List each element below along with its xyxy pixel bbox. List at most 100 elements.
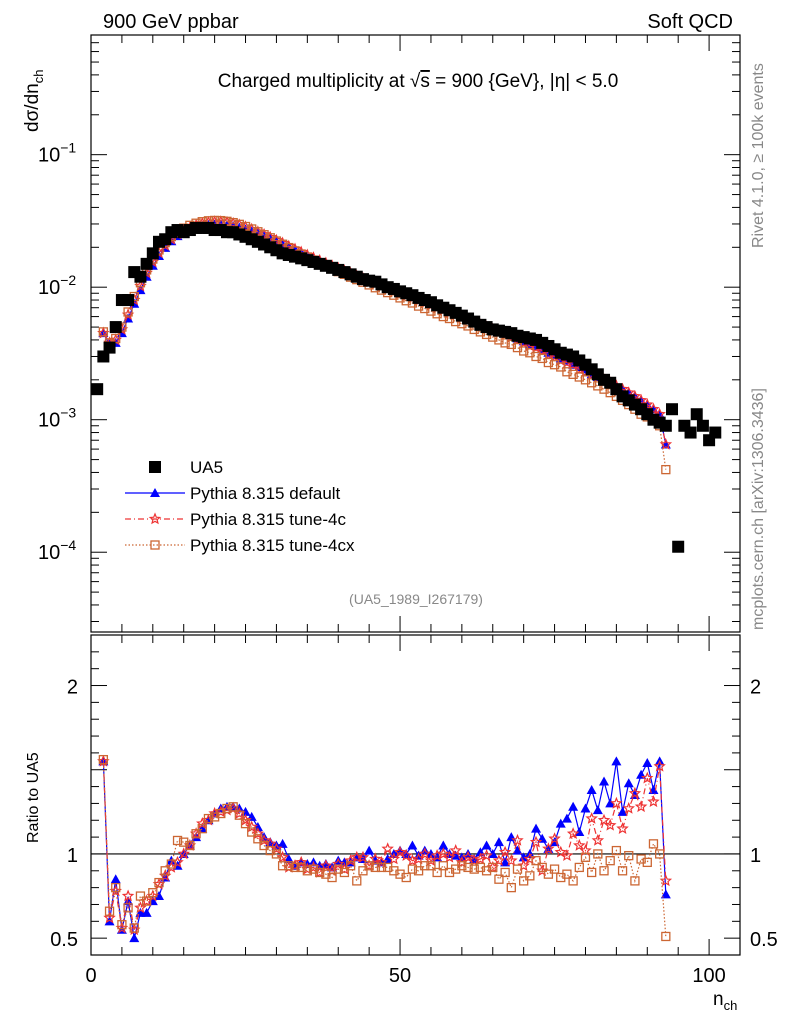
ratio-point xyxy=(135,891,146,901)
ratio-point xyxy=(500,867,510,878)
legend-marker xyxy=(150,488,160,497)
legend-marker xyxy=(150,540,160,550)
ratio-y-tick-label: 0.5 xyxy=(50,929,78,951)
ratio-point xyxy=(642,758,653,767)
ratio-point xyxy=(653,759,666,772)
ratio-point xyxy=(605,798,616,808)
ratio-point xyxy=(630,876,640,886)
ratio-point xyxy=(420,861,430,871)
header-right-label: Soft QCD xyxy=(647,11,733,33)
ratio-point xyxy=(438,840,449,850)
ratio-point xyxy=(560,849,574,861)
mcplots-label: mcplots.cern.ch [arXiv:1306.3436] xyxy=(750,388,767,630)
ratio-point xyxy=(228,802,238,812)
ratio-point xyxy=(352,876,362,886)
y-tick-label: 10−4 xyxy=(38,537,76,564)
main-point xyxy=(549,360,560,370)
ratio-point xyxy=(481,840,492,850)
ratio-point xyxy=(519,876,529,886)
ratio-point xyxy=(611,756,622,766)
ratio-point xyxy=(123,903,133,913)
ratio-point xyxy=(572,838,586,851)
ratio-point xyxy=(240,818,251,829)
ratio-point xyxy=(437,847,450,860)
ratio-point xyxy=(574,862,584,873)
ratio-series-pythia-8-315-tune-4c xyxy=(97,754,673,936)
ratio-point xyxy=(636,769,647,779)
ratio-point xyxy=(364,845,375,855)
main-point xyxy=(709,426,722,439)
ratio-point xyxy=(222,803,232,814)
ratio-point xyxy=(498,845,512,858)
ratio-axis-ticks: 0.5 0.5 1 1 2 2 0 50 100 xyxy=(50,635,778,987)
ratio-point xyxy=(443,850,456,863)
ratio-point xyxy=(432,867,442,878)
ratio-point xyxy=(622,801,635,814)
ratio-point xyxy=(512,845,523,855)
main-line xyxy=(102,219,667,470)
ratio-point xyxy=(593,849,603,859)
ratio-point xyxy=(400,849,413,861)
main-point xyxy=(574,372,584,382)
main-point xyxy=(123,307,133,317)
main-point xyxy=(234,219,244,229)
main-panel-frame xyxy=(90,34,741,633)
ratio-point xyxy=(506,832,517,842)
legend-marker xyxy=(148,512,162,525)
ratio-point xyxy=(529,835,543,848)
ratio-point xyxy=(247,827,257,837)
ratio-point xyxy=(327,872,337,883)
legend: UA5 Pythia 8.315 default Pythia 8.315 tune… xyxy=(125,458,355,555)
ratio-point xyxy=(488,862,498,873)
ratio-point xyxy=(185,840,195,851)
ratio-point xyxy=(511,833,524,846)
ratio-point xyxy=(166,859,177,869)
ratio-point xyxy=(537,862,547,873)
ratio-point xyxy=(634,800,648,813)
ratio-point xyxy=(616,822,629,834)
main-point xyxy=(111,333,121,344)
main-point xyxy=(91,383,104,396)
ratio-point xyxy=(129,923,139,933)
main-point xyxy=(103,341,116,354)
ratio-point xyxy=(611,845,622,856)
y-axis-label: dσ/dnch xyxy=(22,70,46,132)
main-point xyxy=(253,227,263,237)
ratio-y-tick-label-right: 2 xyxy=(750,677,761,699)
ratio-point xyxy=(121,889,135,902)
legend-item: Pythia 8.315 tune-4c xyxy=(125,510,346,529)
main-point xyxy=(653,407,666,420)
ratio-point xyxy=(648,839,659,849)
main-axis-ticks: 10−1 10−2 10−3 10−4 xyxy=(38,34,741,632)
ratio-point xyxy=(369,852,382,865)
ratio-point xyxy=(587,867,597,878)
ratio-point xyxy=(253,834,263,844)
ratio-point xyxy=(418,847,431,860)
ratio-point xyxy=(117,920,127,930)
main-series-pythia-8-315-tune-4c xyxy=(97,215,673,450)
ratio-point xyxy=(381,842,394,855)
legend-label: Pythia 8.315 tune-4c xyxy=(190,510,346,529)
legend-item: Pythia 8.315 default xyxy=(125,484,341,503)
x-axis-label: nch xyxy=(713,989,737,1013)
ratio-point xyxy=(647,795,660,808)
ratio-point xyxy=(98,754,109,765)
main-point xyxy=(122,294,135,307)
ratio-point xyxy=(104,906,115,916)
ratio-point xyxy=(504,854,518,866)
ratio-point xyxy=(480,849,493,861)
ratio-point xyxy=(283,854,294,863)
ratio-point xyxy=(129,933,140,943)
ratio-point xyxy=(542,842,555,855)
main-point xyxy=(506,339,516,350)
ratio-point xyxy=(549,864,560,874)
main-point xyxy=(568,369,578,379)
ratio-point xyxy=(517,859,530,872)
main-point xyxy=(98,327,109,337)
ratio-point xyxy=(512,864,523,874)
ratio-point xyxy=(531,856,541,866)
main-point xyxy=(247,224,257,234)
ratio-point xyxy=(580,852,591,862)
ratio-point xyxy=(568,876,578,886)
